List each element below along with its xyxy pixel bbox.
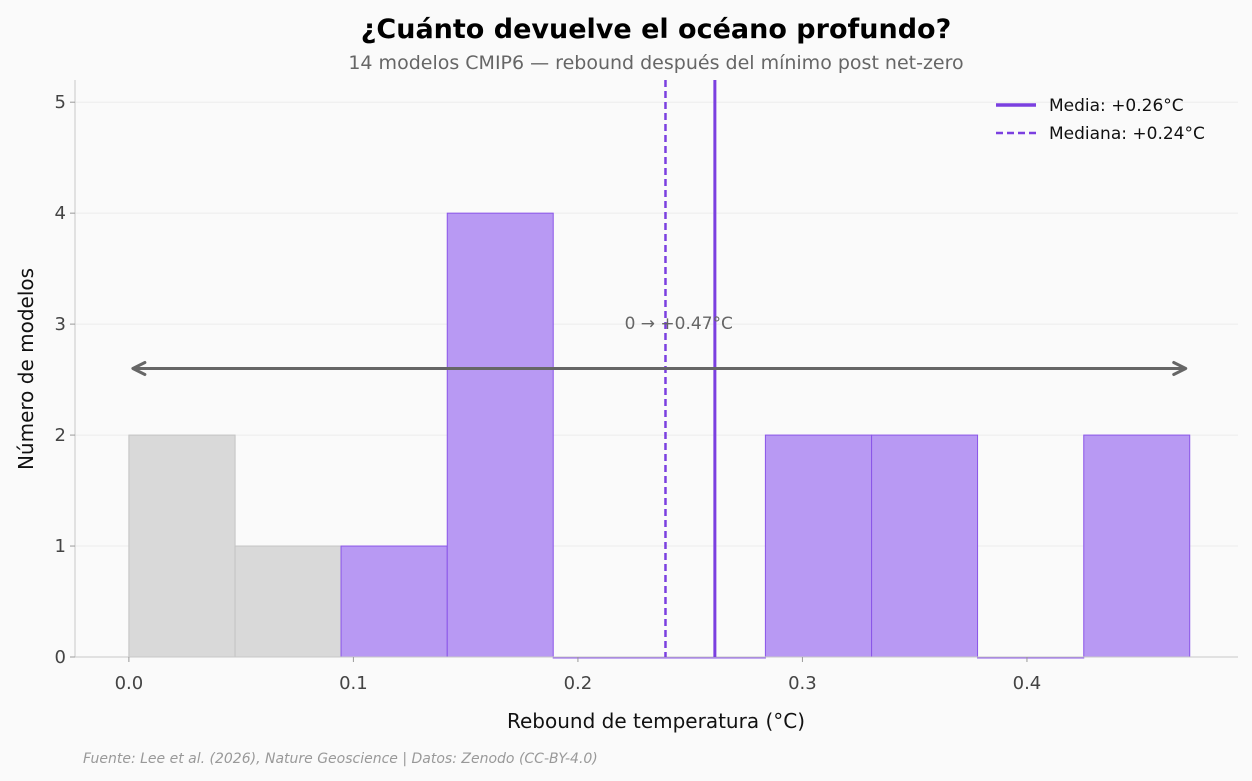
- chart-subtitle: 14 modelos CMIP6 — rebound después del m…: [348, 52, 963, 74]
- range-annotation: 0 → +0.47°C: [625, 314, 733, 334]
- bar-7: [871, 434, 979, 658]
- x-tick-label-3: 0.3: [788, 673, 817, 694]
- x-axis-label: Rebound de temperatura (°C): [507, 709, 805, 733]
- y-tick-label-4: 4: [55, 203, 66, 224]
- grid-lines: [75, 101, 1238, 547]
- x-tick-label-4: 0.4: [1013, 673, 1042, 694]
- range-arrow-left-head: [131, 361, 147, 376]
- x-tick-label-2: 0.2: [564, 673, 593, 694]
- range-arrow-right-head: [1172, 361, 1188, 376]
- y-tick-label-0: 0: [55, 647, 66, 668]
- axes: [74, 80, 1238, 658]
- bar-9: [1083, 434, 1191, 658]
- bar-0: [128, 434, 236, 658]
- y-tick-label-1: 1: [55, 536, 66, 557]
- y-tick-label-2: 2: [55, 425, 66, 446]
- bar-2: [340, 545, 448, 658]
- range-arrow: [131, 361, 1188, 376]
- y-tick-label-5: 5: [55, 92, 66, 113]
- chart-title: ¿Cuánto devuelve el océano profundo?: [361, 14, 951, 45]
- x-tick-label-1: 0.1: [339, 673, 368, 694]
- legend: Media: +0.26°C Mediana: +0.24°C: [996, 96, 1205, 144]
- tick-labels: 0.0 0.1 0.2 0.3 0.4 0 1 2 3 4 5: [55, 92, 1042, 694]
- bar-1: [234, 545, 342, 658]
- source-note: Fuente: Lee et al. (2026), Nature Geosci…: [83, 751, 598, 767]
- bar-3: [446, 212, 554, 658]
- legend-median-label: Mediana: +0.24°C: [1049, 124, 1205, 144]
- histogram-bars: [128, 212, 1191, 659]
- y-axis-label: Número de modelos: [14, 268, 38, 470]
- legend-mean-label: Media: +0.26°C: [1049, 96, 1184, 116]
- y-tick-label-3: 3: [55, 314, 66, 335]
- bar-6: [764, 434, 873, 658]
- x-tick-label-0: 0.0: [115, 673, 144, 694]
